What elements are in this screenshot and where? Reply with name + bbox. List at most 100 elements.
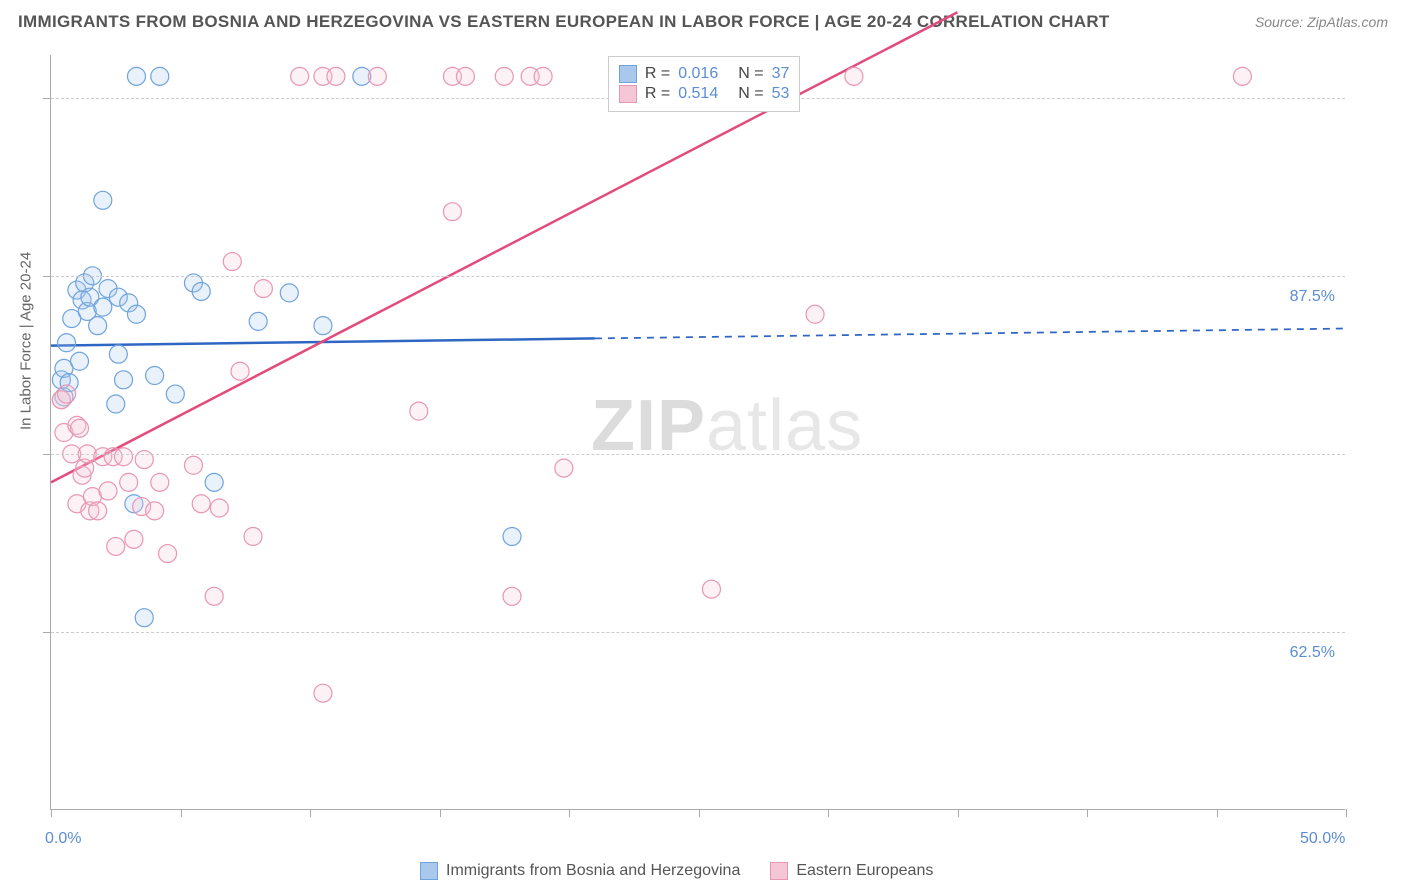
legend-series-label: Immigrants from Bosnia and Herzegovina (446, 862, 740, 880)
legend-r-value: 0.016 (678, 65, 718, 83)
data-point-eastern (534, 67, 552, 85)
data-point-eastern (327, 67, 345, 85)
chart-title: IMMIGRANTS FROM BOSNIA AND HERZEGOVINA V… (18, 12, 1110, 32)
data-point-bosnia (107, 395, 125, 413)
source-label: Source: ZipAtlas.com (1255, 14, 1388, 30)
y-tick-label: 87.5% (1290, 288, 1335, 306)
legend-swatch-icon (420, 862, 438, 880)
x-tick-mark (310, 809, 311, 817)
x-tick-mark (1217, 809, 1218, 817)
data-point-eastern (223, 253, 241, 271)
grid-line (51, 632, 1345, 633)
data-point-eastern (205, 587, 223, 605)
data-point-eastern (845, 67, 863, 85)
data-point-eastern (291, 67, 309, 85)
legend-swatch-icon (619, 85, 637, 103)
trend-line-dashed-bosnia (595, 329, 1346, 339)
data-point-bosnia (314, 317, 332, 335)
grid-line (51, 276, 1345, 277)
data-point-bosnia (503, 527, 521, 545)
x-tick-mark (828, 809, 829, 817)
legend-n-label: N = (738, 65, 763, 83)
y-axis-title: In Labor Force | Age 20-24 (18, 252, 35, 430)
data-point-eastern (107, 537, 125, 555)
y-tick-mark (43, 276, 51, 277)
data-point-bosnia (280, 284, 298, 302)
data-point-eastern (456, 67, 474, 85)
data-point-eastern (495, 67, 513, 85)
legend-r-value: 0.514 (678, 85, 718, 103)
y-tick-mark (43, 632, 51, 633)
data-point-bosnia (109, 345, 127, 363)
legend-n-label: N = (738, 85, 763, 103)
legend-series: Immigrants from Bosnia and Herzegovina Ea… (420, 862, 933, 880)
data-point-bosnia (94, 298, 112, 316)
data-point-eastern (254, 280, 272, 298)
data-point-eastern (120, 473, 138, 491)
x-tick-mark (440, 809, 441, 817)
data-point-bosnia (127, 305, 145, 323)
data-point-eastern (125, 530, 143, 548)
x-tick-mark (1087, 809, 1088, 817)
legend-n-value: 53 (772, 85, 790, 103)
data-point-eastern (210, 499, 228, 517)
legend-r-label: R = (645, 85, 670, 103)
data-point-eastern (1233, 67, 1251, 85)
legend-series-label: Eastern Europeans (796, 862, 933, 880)
data-point-eastern (146, 502, 164, 520)
x-tick-mark (1346, 809, 1347, 817)
data-point-eastern (192, 495, 210, 513)
data-point-eastern (503, 587, 521, 605)
data-point-bosnia (115, 371, 133, 389)
grid-line (51, 454, 1345, 455)
data-point-bosnia (70, 352, 88, 370)
data-point-eastern (151, 473, 169, 491)
y-tick-mark (43, 98, 51, 99)
legend-stats-row-eastern: R = 0.514 N = 53 (619, 85, 790, 103)
data-point-eastern (70, 419, 88, 437)
data-point-bosnia (135, 609, 153, 627)
data-point-bosnia (127, 67, 145, 85)
y-tick-label: 62.5% (1290, 644, 1335, 662)
data-point-bosnia (205, 473, 223, 491)
data-point-bosnia (89, 317, 107, 335)
data-point-bosnia (151, 67, 169, 85)
data-point-bosnia (192, 282, 210, 300)
x-tick-mark (699, 809, 700, 817)
data-point-bosnia (166, 385, 184, 403)
data-point-eastern (231, 362, 249, 380)
data-point-eastern (159, 545, 177, 563)
data-point-eastern (702, 580, 720, 598)
data-point-eastern (184, 456, 202, 474)
x-tick-mark (958, 809, 959, 817)
plot-area: ZIPatlas 62.5%87.5%R = 0.016N = 37R = 0.… (50, 55, 1345, 810)
x-tick-label: 0.0% (45, 830, 81, 848)
legend-series-item-eastern: Eastern Europeans (770, 862, 933, 880)
data-point-bosnia (146, 367, 164, 385)
legend-swatch-icon (619, 65, 637, 83)
data-point-eastern (58, 385, 76, 403)
legend-swatch-icon (770, 862, 788, 880)
data-point-eastern (314, 684, 332, 702)
x-tick-label: 50.0% (1300, 830, 1345, 848)
x-tick-mark (569, 809, 570, 817)
y-tick-mark (43, 454, 51, 455)
legend-series-item-bosnia: Immigrants from Bosnia and Herzegovina (420, 862, 740, 880)
data-point-eastern (443, 203, 461, 221)
data-point-eastern (99, 482, 117, 500)
legend-r-label: R = (645, 65, 670, 83)
data-point-eastern (115, 448, 133, 466)
data-point-eastern (368, 67, 386, 85)
chart-svg (51, 55, 1345, 809)
data-point-bosnia (94, 191, 112, 209)
data-point-eastern (244, 527, 262, 545)
data-point-bosnia (249, 312, 267, 330)
data-point-eastern (89, 502, 107, 520)
legend-n-value: 37 (772, 65, 790, 83)
data-point-bosnia (58, 334, 76, 352)
x-tick-mark (181, 809, 182, 817)
x-tick-mark (51, 809, 52, 817)
data-point-eastern (410, 402, 428, 420)
data-point-eastern (555, 459, 573, 477)
data-point-eastern (806, 305, 824, 323)
